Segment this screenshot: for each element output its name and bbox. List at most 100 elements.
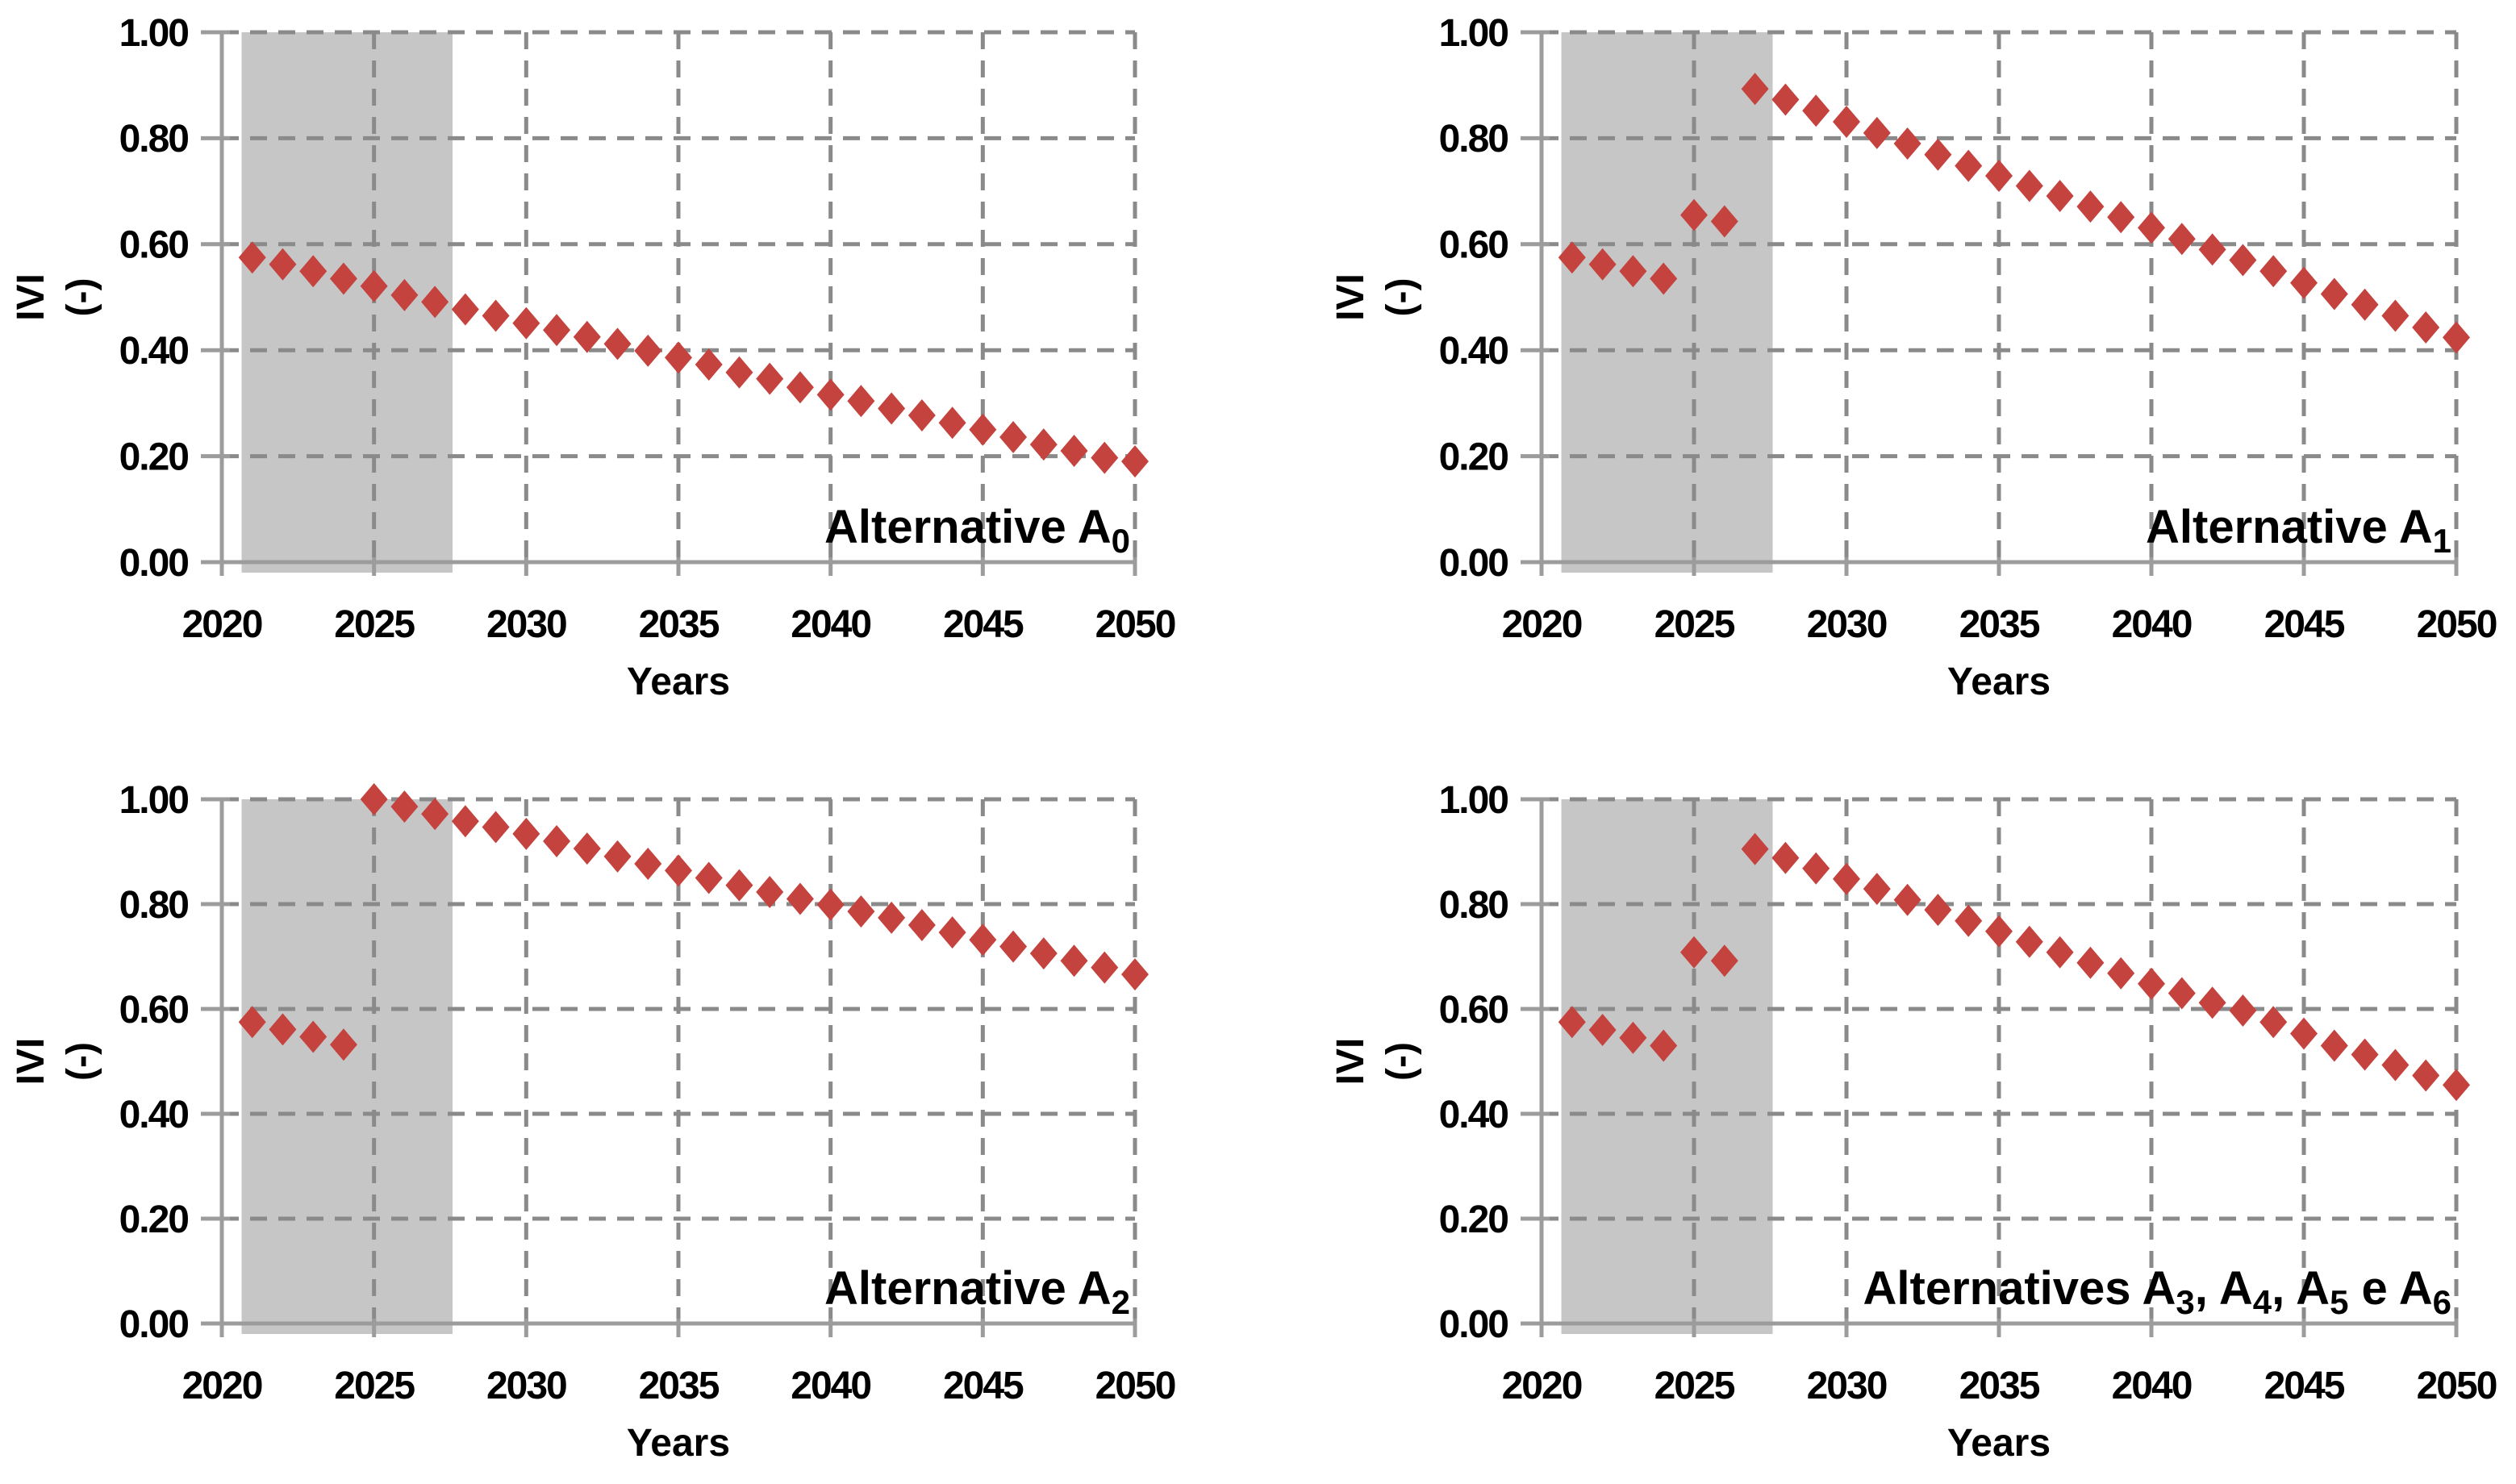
x-tick-label: 2030 — [1807, 603, 1887, 646]
data-point — [1680, 936, 1708, 969]
x-axis-title: Years — [1947, 661, 2051, 703]
data-point — [1060, 944, 1088, 978]
x-axis-title: Years — [627, 1422, 730, 1465]
alternative-label-text: Alternative A — [824, 1262, 1112, 1315]
data-point — [1121, 445, 1149, 478]
data-point — [2138, 211, 2165, 244]
x-tick-label: 2030 — [486, 1365, 566, 1407]
x-tick-label: 2030 — [1807, 1365, 1887, 1407]
x-axis-title: Years — [1947, 1422, 2051, 1465]
data-point — [2046, 180, 2074, 213]
y-axis-title: IVI (-) — [1329, 273, 1422, 321]
y-tick-label: 0.00 — [1439, 1303, 1508, 1346]
data-point — [269, 1013, 297, 1046]
data-point — [1802, 94, 1830, 127]
data-point — [299, 1020, 328, 1053]
data-point — [999, 930, 1028, 963]
data-point — [299, 255, 328, 288]
x-tick-label: 2020 — [1502, 1365, 1582, 1407]
x-tick-label: 2035 — [639, 603, 720, 646]
data-point — [543, 314, 571, 347]
data-point — [908, 399, 936, 432]
x-tick-label: 2020 — [182, 603, 262, 646]
data-point — [1710, 944, 1738, 978]
y-tick-label: 0.00 — [1439, 542, 1508, 585]
x-tick-label: 2020 — [1502, 603, 1582, 646]
data-point — [2168, 977, 2196, 1010]
data-point — [329, 1028, 357, 1061]
data-point — [512, 817, 540, 850]
data-point — [1771, 83, 1800, 116]
data-point — [1091, 951, 1119, 984]
data-point — [878, 392, 906, 425]
y-axis-title-line: IVI — [1329, 1038, 1372, 1086]
y-tick-label: 0.80 — [119, 118, 189, 160]
data-point — [2015, 925, 2043, 958]
data-point — [238, 1006, 266, 1039]
alternative-label-subscript: 0 — [1112, 522, 1130, 560]
x-tick-label: 2045 — [2264, 603, 2345, 646]
data-point — [1558, 1006, 1586, 1039]
data-point — [2443, 1069, 2470, 1102]
y-tick-label: 0.60 — [1439, 989, 1508, 1032]
data-point — [969, 923, 997, 957]
data-point — [756, 876, 784, 909]
data-point — [847, 385, 875, 418]
data-point — [451, 805, 479, 838]
shaded-band — [241, 799, 453, 1334]
data-point — [1833, 106, 1860, 139]
data-point — [1863, 873, 1891, 906]
alternative-label-subscript: 3 — [2176, 1283, 2194, 1321]
data-point — [634, 334, 662, 367]
y-tick-label: 0.00 — [119, 542, 189, 585]
data-point — [878, 901, 906, 934]
data-point — [908, 909, 936, 941]
y-tick-label: 0.40 — [119, 1094, 189, 1136]
x-tick-label: 2050 — [1095, 603, 1175, 646]
data-point — [1588, 248, 1617, 281]
data-point — [2198, 986, 2226, 1019]
x-tick-label: 2040 — [2112, 603, 2192, 646]
data-point — [1650, 262, 1678, 295]
data-point — [2351, 1038, 2379, 1071]
y-tick-label: 1.00 — [1439, 779, 1508, 822]
data-point — [2320, 1029, 2348, 1062]
x-tick-label: 2040 — [791, 1365, 870, 1407]
data-point — [1893, 127, 1921, 160]
y-tick-label: 0.20 — [119, 436, 189, 478]
alternative-label-text: Alternative A — [2146, 501, 2433, 553]
x-tick-label: 2040 — [2112, 1365, 2192, 1407]
data-point — [512, 306, 540, 340]
data-point — [482, 299, 510, 332]
data-point — [2046, 936, 2074, 969]
y-tick-label: 0.40 — [1439, 330, 1508, 373]
data-point — [451, 293, 479, 326]
y-tick-label: 0.60 — [119, 989, 189, 1032]
x-tick-label: 2040 — [791, 603, 870, 646]
y-axis-title: IVI (-) — [1329, 1038, 1422, 1086]
x-tick-label: 2035 — [1959, 603, 2040, 646]
data-point — [1924, 894, 1952, 927]
data-point — [1650, 1029, 1678, 1062]
data-point — [816, 378, 845, 411]
data-point — [2381, 299, 2410, 332]
data-point — [2076, 946, 2105, 979]
data-point — [1029, 428, 1058, 461]
data-point — [969, 413, 997, 446]
y-axis-title: IVI (-) — [10, 273, 102, 321]
data-point — [603, 840, 632, 873]
data-series — [238, 241, 1149, 478]
chart-alternative-a2: 0.00 0.20 0.40 0.60 0.80 1.00 2020 2025 2030 2035… — [0, 742, 1258, 1484]
chart-alternative-a0-svg: 0.00 0.20 0.40 0.60 0.80 1.00 2020 2025 2030 2035… — [10, 12, 1177, 703]
data-point — [573, 320, 601, 353]
y-axis-title-line: IVI — [10, 1038, 52, 1086]
y-tick-label: 0.40 — [119, 330, 189, 373]
chart-alternative-a2-svg: 0.00 0.20 0.40 0.60 0.80 1.00 2020 2025 2030 2035… — [10, 779, 1177, 1465]
data-point — [695, 861, 723, 894]
data-point — [999, 420, 1028, 453]
data-series — [1558, 73, 2470, 354]
alternative-label-subscript: 5 — [2330, 1283, 2348, 1321]
data-point — [938, 406, 966, 440]
data-point — [2290, 1017, 2318, 1050]
